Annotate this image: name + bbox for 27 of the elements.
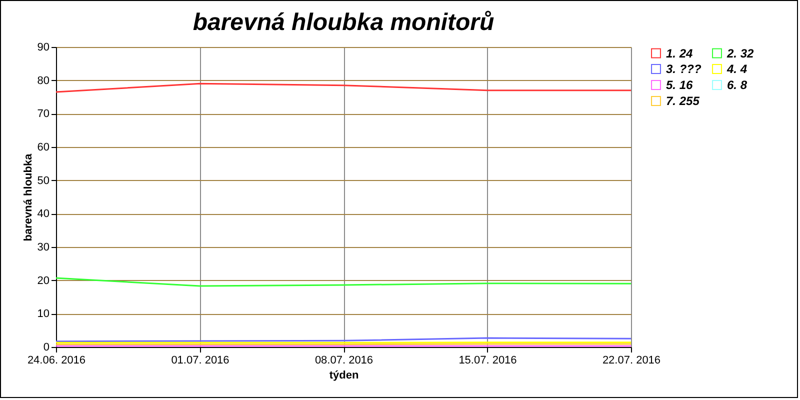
legend-label: 4. 4: [726, 62, 748, 76]
y-tick-label: 80: [37, 74, 50, 87]
legend-label: 3. ???: [666, 62, 702, 76]
y-tick-label: 70: [37, 108, 50, 120]
y-tick-label: 0: [43, 342, 50, 354]
legend-label: 5. 16: [666, 78, 694, 92]
y-tick-label: 40: [37, 208, 50, 220]
x-tick-label: 24.06. 2016: [27, 354, 86, 366]
line-series: [55, 82, 632, 93]
x-tick-label: 01.07. 2016: [171, 354, 230, 366]
y-tick-label: 90: [37, 42, 50, 54]
y-tick-label: 50: [37, 174, 50, 187]
y-tick-label: 10: [37, 308, 50, 320]
legend-label: 1. 24: [666, 46, 694, 60]
x-axis-title: týden: [329, 370, 359, 382]
x-tick-label: 22.07. 2016: [602, 354, 661, 366]
chart-title: barevná hloubka monitorů: [192, 9, 495, 36]
y-tick-label: 60: [37, 142, 50, 154]
legend-label: 2. 32: [726, 46, 754, 60]
y-tick-label: 20: [37, 274, 50, 287]
legend-label: 7. 255: [666, 94, 700, 108]
legend-label: 6. 8: [727, 78, 748, 92]
x-tick-label: 15.07. 2016: [458, 354, 517, 366]
line-series: [55, 277, 632, 287]
x-tick-label: 08.07. 2016: [314, 354, 374, 366]
y-tick-label: 30: [37, 242, 50, 254]
y-axis-title: barevná hloubka: [22, 152, 34, 242]
